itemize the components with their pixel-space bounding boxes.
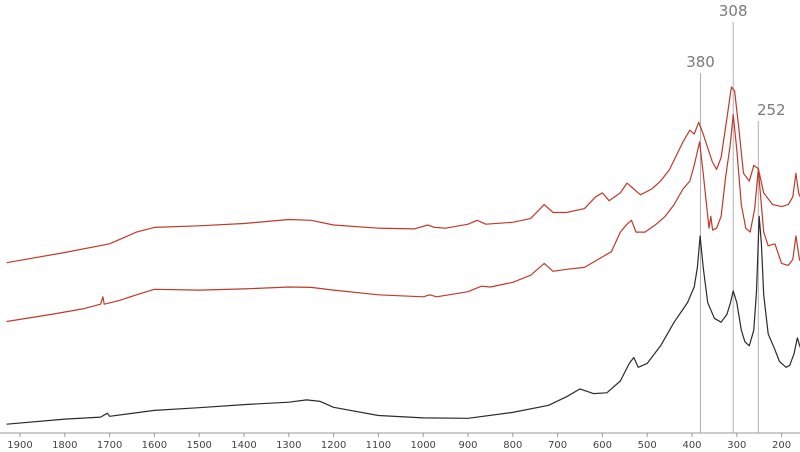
x-tick-label: 1100: [366, 440, 391, 451]
spectrum-line-3: [6, 215, 800, 425]
peak-label-308: 308: [719, 2, 748, 20]
x-tick-label: 1900: [7, 440, 32, 451]
spectrum-line-2: [6, 113, 800, 323]
spectrum-line-1: [6, 86, 800, 264]
peak-label-380: 380: [686, 53, 715, 71]
x-tick-label: 1600: [142, 440, 167, 451]
x-tick-label: 1700: [97, 440, 122, 451]
spectrum-series: [6, 86, 800, 425]
x-tick-label: 1500: [186, 440, 211, 451]
x-tick-label: 300: [727, 440, 746, 451]
x-tick-label: 400: [682, 440, 701, 451]
x-tick-label: 600: [593, 440, 612, 451]
x-tick-label: 1300: [276, 440, 301, 451]
x-tick-label: 1800: [52, 440, 77, 451]
x-tick-label: 900: [458, 440, 477, 451]
x-axis-ticks: 1900 1800 1700 1600 1500 1400 1300 1200 1100 1000…: [7, 433, 791, 451]
x-tick-label: 1000: [410, 440, 435, 451]
peak-label-252: 252: [757, 101, 786, 119]
x-tick-label: 1400: [231, 440, 256, 451]
x-tick-label: 500: [638, 440, 657, 451]
x-tick-label: 1200: [321, 440, 346, 451]
x-tick-label: 800: [503, 440, 522, 451]
x-tick-label: 200: [772, 440, 791, 451]
peak-annotations: 380 308 252: [686, 2, 785, 119]
x-tick-label: 700: [548, 440, 567, 451]
